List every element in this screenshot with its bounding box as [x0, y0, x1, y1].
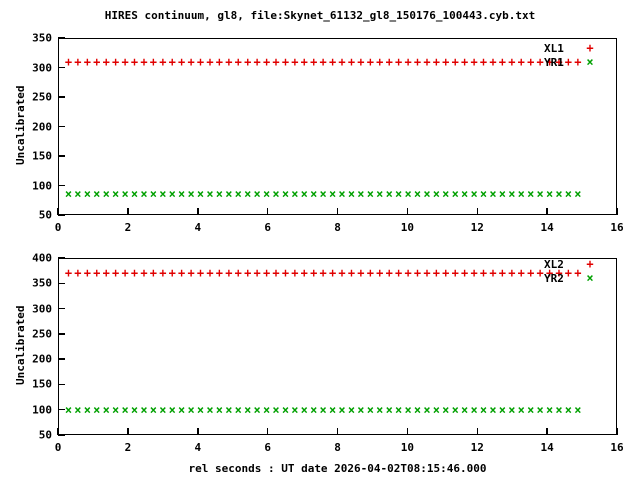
x-tick-bottom — [57, 428, 59, 435]
x-tick-label-top: 14 — [540, 221, 554, 234]
y-tick-bottom — [58, 358, 65, 360]
x-tick-label-top: 10 — [400, 221, 414, 234]
y-tick-label-top: 250 — [32, 90, 52, 104]
x-tick-label-bottom: 0 — [54, 441, 62, 454]
x-tick-label-bottom: 2 — [124, 441, 132, 454]
x-tick-label-top: 0 — [54, 221, 62, 234]
legend-symbol-xl2: + — [586, 257, 594, 271]
page-title: HIRES continuum, gl8, file:Skynet_61132_… — [104, 9, 536, 22]
y-tick-bottom — [58, 282, 65, 285]
y-tick-label-top: 50 — [38, 208, 52, 222]
y-tick-top — [58, 184, 65, 187]
legend-label-yr2: YR2 — [544, 272, 564, 285]
x-tick-top — [546, 208, 548, 215]
y-tick-top — [58, 125, 65, 128]
y-tick-bottom — [58, 408, 65, 411]
x-tick-label-top: 2 — [124, 221, 132, 234]
x-tick-label-top: 4 — [194, 221, 202, 234]
y-tick-bottom — [58, 257, 65, 259]
x-tick-bottom — [336, 428, 339, 435]
x-tick-label-bottom: 4 — [194, 441, 202, 454]
y-tick-bottom — [58, 434, 65, 436]
x-tick-label-top: 16 — [610, 221, 624, 234]
x-tick-top — [127, 208, 129, 215]
y-axis-label-bottom: Uncalibrated — [14, 305, 27, 385]
x-tick-label-bottom: 16 — [610, 441, 624, 454]
x-tick-top — [616, 208, 618, 215]
y-tick-top — [58, 37, 65, 39]
x-tick-top — [266, 208, 269, 215]
plot-frame-top — [58, 38, 617, 215]
legend-symbol-yr1: × — [586, 55, 594, 69]
y-tick-label-top: 150 — [32, 149, 52, 163]
x-tick-label-bottom: 12 — [470, 441, 484, 454]
x-tick-label-bottom: 14 — [540, 441, 554, 454]
y-tick-top — [58, 96, 65, 98]
legend-label-yr1: YR1 — [544, 56, 564, 69]
y-tick-bottom — [58, 383, 65, 386]
x-tick-top — [476, 208, 478, 215]
legend-label-xl1: XL1 — [544, 42, 564, 55]
x-tick-top — [197, 208, 199, 215]
y-tick-label-top: 300 — [32, 61, 52, 74]
x-tick-bottom — [546, 428, 548, 435]
y-tick-bottom — [58, 333, 65, 335]
y-tick-label-bottom: 350 — [32, 276, 52, 290]
legend-label-xl2: XL2 — [544, 258, 564, 271]
x-tick-bottom — [476, 428, 478, 435]
legend-symbol-yr2: × — [586, 271, 594, 285]
y-tick-label-bottom: 150 — [32, 377, 52, 391]
x-tick-top — [57, 208, 59, 215]
x-tick-bottom — [197, 428, 199, 435]
y-tick-label-bottom: 50 — [38, 428, 52, 442]
x-tick-bottom — [127, 428, 129, 435]
x-tick-label-top: 12 — [470, 221, 484, 234]
x-tick-label-bottom: 10 — [400, 441, 414, 454]
x-tick-bottom — [616, 428, 618, 435]
y-tick-label-bottom: 200 — [32, 352, 52, 366]
x-tick-top — [406, 208, 409, 215]
y-tick-label-top: 200 — [32, 120, 52, 133]
legend-symbol-xl1: + — [586, 41, 594, 55]
y-tick-label-top: 100 — [32, 179, 52, 192]
y-tick-bottom — [58, 307, 65, 310]
y-tick-label-bottom: 300 — [32, 302, 52, 316]
y-tick-label-top: 350 — [32, 31, 52, 45]
x-tick-label-bottom: 6 — [264, 441, 271, 454]
x-axis-label: rel seconds : UT date 2026-04-02T08:15:4… — [188, 462, 487, 475]
y-tick-label-bottom: 250 — [32, 327, 52, 341]
x-tick-label-bottom: 8 — [334, 441, 341, 454]
y-tick-label-bottom: 400 — [32, 251, 52, 265]
x-tick-label-top: 8 — [334, 221, 341, 234]
x-tick-label-top: 6 — [264, 221, 271, 234]
plot-frame-bottom — [58, 258, 617, 435]
y-tick-label-bottom: 100 — [32, 403, 52, 417]
x-tick-bottom — [406, 428, 409, 435]
x-tick-top — [336, 208, 339, 215]
y-tick-top — [58, 214, 65, 216]
y-tick-top — [58, 155, 65, 157]
x-tick-bottom — [266, 428, 269, 435]
y-tick-top — [58, 66, 65, 69]
